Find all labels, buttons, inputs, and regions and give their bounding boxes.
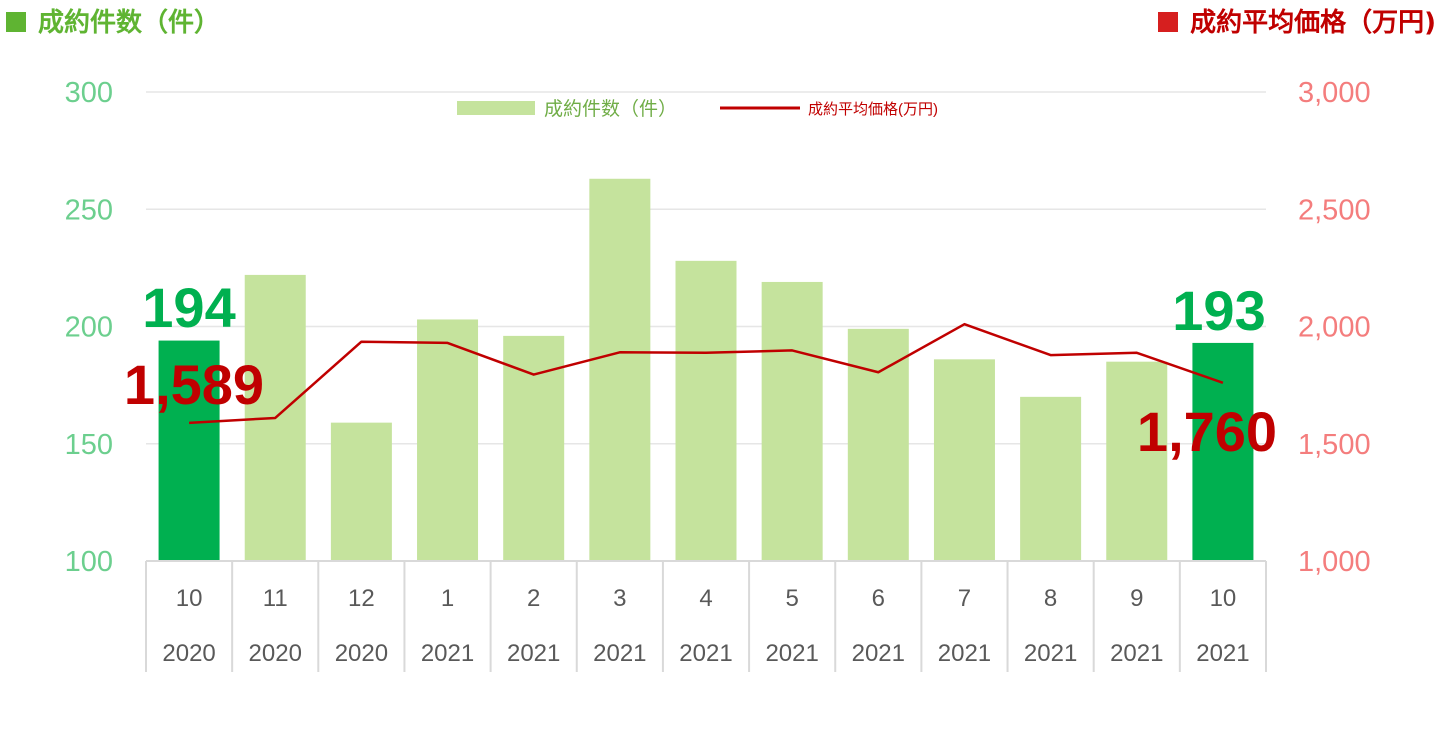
x-tick-year-label: 2021 — [938, 640, 991, 667]
x-tick-year-label: 2021 — [1110, 640, 1163, 667]
bar — [1192, 342, 1254, 561]
x-tick-year-label: 2020 — [335, 640, 388, 667]
bar — [330, 422, 392, 561]
x-tick-year-label: 2021 — [679, 640, 732, 667]
red-square-icon — [1158, 12, 1179, 32]
right-axis-tick-label: 2,000 — [1298, 312, 1371, 344]
x-tick-month-label: 5 — [785, 585, 798, 612]
bar — [675, 260, 737, 561]
x-axis: 10 2020 11 2020 12 2020 1 2021 2 2021 3 2021 4 2021 5 2… — [145, 560, 1267, 672]
x-tick-year-label: 2021 — [507, 640, 560, 667]
green-square-icon — [6, 12, 26, 32]
left-axis: 100 150 200 250 300 — [65, 77, 113, 578]
left-axis-tick-label: 250 — [65, 194, 113, 226]
right-axis-tick-label: 1,500 — [1298, 429, 1371, 461]
left-axis-tick-label: 300 — [65, 77, 113, 109]
last-bar-value-label: 193 — [1172, 279, 1265, 342]
legend-label-line: 成約平均価格(万円) — [808, 101, 938, 118]
x-tick-month-label: 10 — [1210, 585, 1237, 612]
left-axis-title: 成約件数（件） — [6, 2, 220, 39]
x-tick-year-label: 2021 — [1024, 640, 1077, 667]
left-axis-title-text: 成約件数（件） — [38, 8, 221, 38]
x-tick-year-label: 2020 — [162, 640, 215, 667]
x-tick-month-label: 2 — [527, 585, 540, 612]
right-axis-tick-label: 1,000 — [1298, 546, 1371, 578]
x-tick-month-label: 9 — [1130, 585, 1143, 612]
first-bar-value-label: 194 — [142, 276, 235, 339]
x-tick-month-label: 10 — [176, 585, 203, 612]
first-price-value-label: 1,589 — [124, 353, 264, 416]
price-line — [189, 322, 1224, 425]
legend-label-bars: 成約件数（件） — [544, 98, 677, 120]
bar — [1106, 361, 1168, 561]
legend: 成約件数（件） 成約平均価格(万円) — [457, 98, 938, 120]
annotations: 194 1,589 193 1,760 — [124, 276, 1277, 463]
left-axis-tick-label: 150 — [65, 429, 113, 461]
price-line-path — [189, 322, 1224, 425]
x-tick-month-label: 4 — [699, 585, 712, 612]
x-tick-year-label: 2021 — [765, 640, 818, 667]
last-price-value-label: 1,760 — [1137, 400, 1277, 463]
x-tick-month-label: 8 — [1044, 585, 1057, 612]
x-tick-month-label: 3 — [613, 585, 626, 612]
bar — [417, 319, 479, 561]
bar — [761, 281, 823, 561]
bar — [847, 328, 909, 561]
legend-swatch-bars — [457, 101, 535, 115]
right-axis-title: 成約平均価格（万円) — [1158, 2, 1436, 39]
right-axis-tick-label: 3,000 — [1298, 77, 1371, 109]
bar — [1020, 396, 1082, 561]
bar — [933, 359, 995, 561]
x-tick-year-label: 2020 — [249, 640, 302, 667]
right-axis: 1,000 1,500 2,000 2,500 3,000 — [1298, 77, 1371, 578]
x-tick-month-label: 1 — [441, 585, 454, 612]
left-axis-tick-label: 100 — [65, 546, 113, 578]
left-axis-tick-label: 200 — [65, 312, 113, 344]
x-tick-year-label: 2021 — [593, 640, 646, 667]
x-tick-month-label: 7 — [958, 585, 971, 612]
x-tick-month-label: 6 — [872, 585, 885, 612]
right-axis-title-text: 成約平均価格（万円) — [1190, 8, 1436, 38]
x-tick-year-label: 2021 — [1196, 640, 1249, 667]
bar — [158, 340, 220, 561]
bars — [158, 178, 1254, 561]
x-tick-year-label: 2021 — [852, 640, 905, 667]
x-tick-month-label: 12 — [348, 585, 375, 612]
x-tick-month-label: 11 — [263, 585, 288, 612]
bar — [589, 178, 651, 561]
x-tick-year-label: 2021 — [421, 640, 474, 667]
right-axis-tick-label: 2,500 — [1298, 194, 1371, 226]
